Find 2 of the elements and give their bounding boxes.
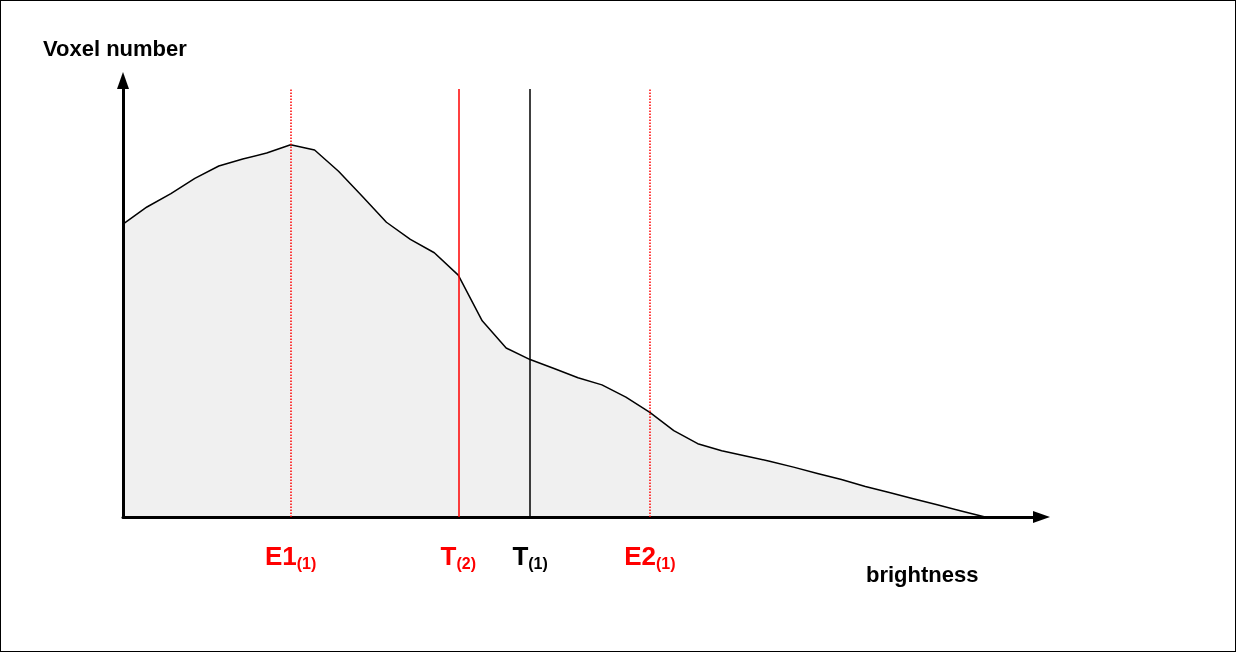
y-axis-title: Voxel number xyxy=(43,35,188,61)
x-axis-title: brightness xyxy=(866,561,979,587)
